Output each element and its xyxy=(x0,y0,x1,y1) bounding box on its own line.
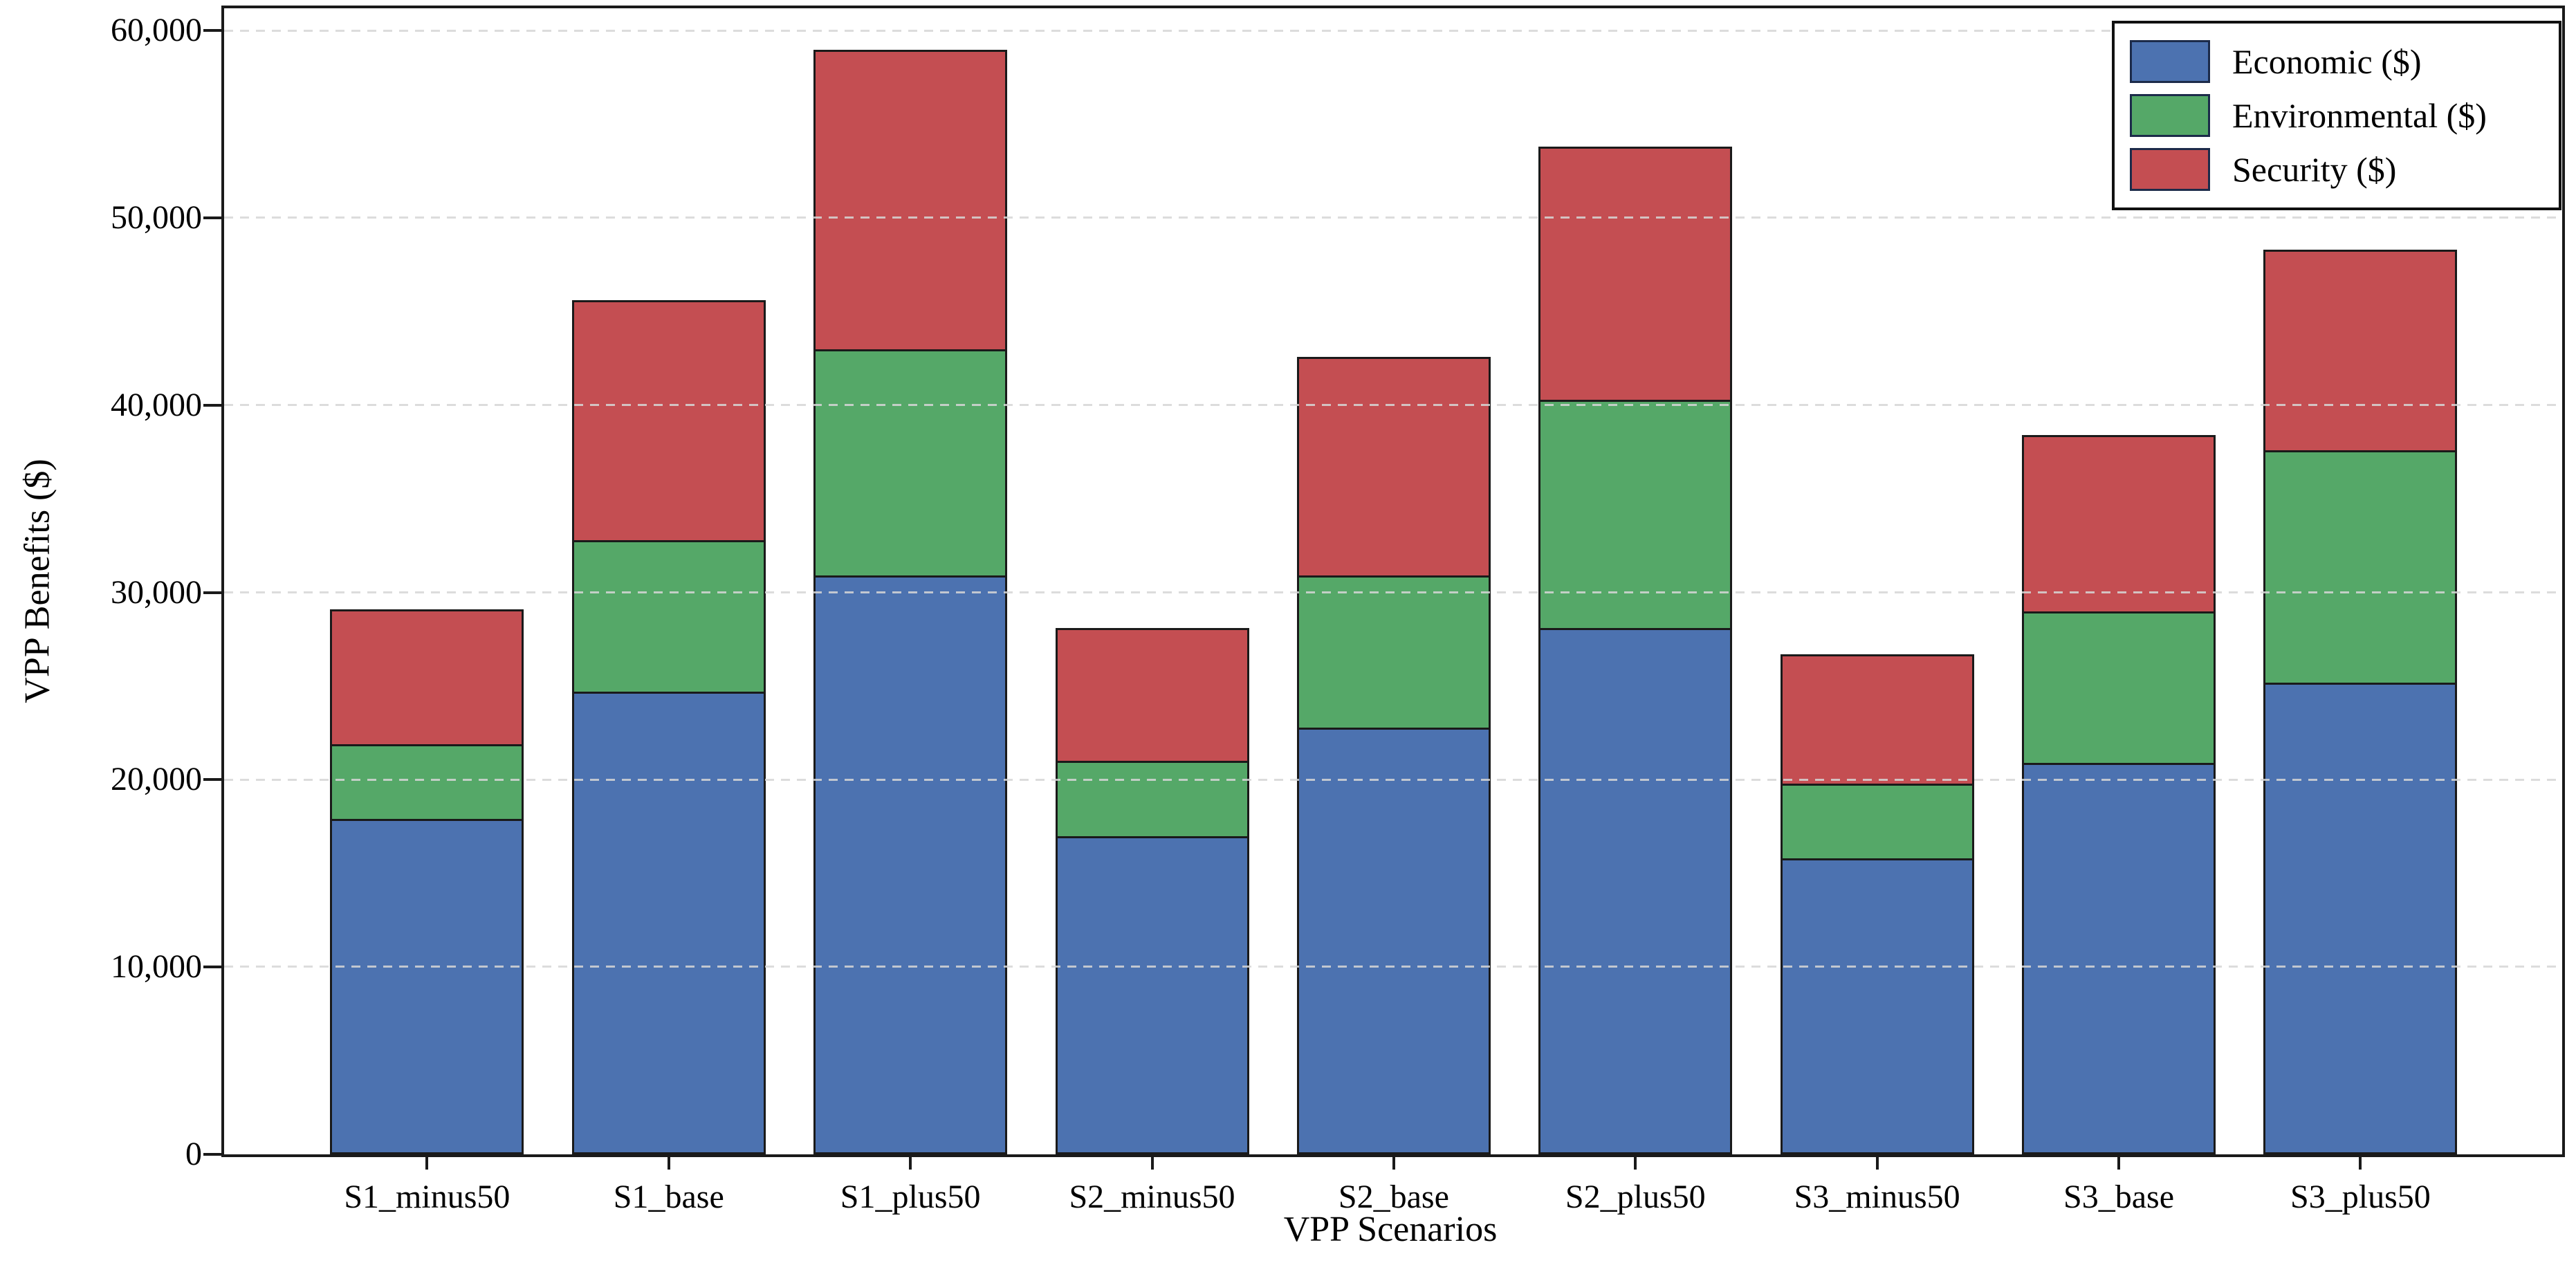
bar-segment-security-S1_plus50 xyxy=(813,49,1008,351)
gridline-50000 xyxy=(224,216,2562,219)
x-tick-mark-S2_plus50 xyxy=(1634,1157,1637,1170)
y-tick-mark-10000 xyxy=(203,966,221,969)
y-tick-label: 20,000 xyxy=(111,761,202,798)
bar-segment-economic-S3_base xyxy=(2022,763,2216,1154)
x-tick-mark-S2_minus50 xyxy=(1150,1157,1154,1170)
x-tick-label-S1_base: S1_base xyxy=(613,1179,724,1215)
x-tick-label-S1_minus50: S1_minus50 xyxy=(344,1179,510,1215)
y-tick-label: 50,000 xyxy=(111,199,202,237)
x-tick-label-S1_plus50: S1_plus50 xyxy=(840,1179,981,1215)
economic-swatch-icon xyxy=(2130,40,2210,83)
x-tick-mark-S3_plus50 xyxy=(2359,1157,2362,1170)
x-tick-label-S3_plus50: S3_plus50 xyxy=(2290,1179,2431,1215)
bar-segment-economic-S1_plus50 xyxy=(813,575,1008,1154)
y-tick-label: 30,000 xyxy=(111,573,202,611)
y-tick-mark-40000 xyxy=(203,403,221,407)
x-tick-mark-S3_minus50 xyxy=(1875,1157,1879,1170)
security-swatch-icon xyxy=(2130,148,2210,191)
y-tick-mark-50000 xyxy=(203,216,221,220)
y-tick-mark-30000 xyxy=(203,591,221,594)
bar-segment-security-S2_plus50 xyxy=(1538,147,1733,402)
bar-segment-security-S3_minus50 xyxy=(1780,654,1974,786)
y-tick-label: 0 xyxy=(185,1136,202,1172)
legend-item-security: Security ($) xyxy=(2130,148,2543,191)
x-tick-label-S2_base: S2_base xyxy=(1338,1179,1449,1215)
bar-segment-economic-S2_base xyxy=(1296,727,1491,1154)
x-axis-title: VPP Scenarios xyxy=(1283,1210,1498,1249)
legend-label: Economic ($) xyxy=(2232,42,2422,81)
y-tick-label: 60,000 xyxy=(111,12,202,49)
bar-segment-environmental-S1_plus50 xyxy=(813,349,1008,578)
x-tick-mark-S3_base xyxy=(2117,1157,2121,1170)
bar-segment-security-S2_base xyxy=(1296,356,1491,578)
x-tick-label-S2_minus50: S2_minus50 xyxy=(1069,1179,1235,1215)
y-tick-mark-60000 xyxy=(203,29,221,33)
x-tick-label-S3_base: S3_base xyxy=(2063,1179,2174,1215)
bar-segment-environmental-S2_base xyxy=(1296,575,1491,730)
legend-label: Environmental ($) xyxy=(2232,96,2487,135)
legend-item-economic: Economic ($) xyxy=(2130,40,2543,83)
bar-segment-environmental-S3_minus50 xyxy=(1780,783,1974,861)
legend: Economic ($) Environmental ($) Security … xyxy=(2112,21,2561,210)
environmental-swatch-icon xyxy=(2130,94,2210,137)
bar-segment-economic-S1_base xyxy=(571,692,766,1154)
bar-segment-security-S2_minus50 xyxy=(1055,628,1249,764)
bar-segment-environmental-S3_plus50 xyxy=(2263,450,2458,685)
y-tick-label: 40,000 xyxy=(111,386,202,423)
bar-segment-economic-S3_minus50 xyxy=(1780,858,1974,1154)
bar-segment-security-S3_base xyxy=(2022,435,2216,613)
bar-segment-security-S3_plus50 xyxy=(2263,250,2458,452)
x-tick-label-S2_plus50: S2_plus50 xyxy=(1565,1179,1706,1215)
bar-segment-economic-S2_minus50 xyxy=(1055,836,1249,1154)
legend-item-environmental: Environmental ($) xyxy=(2130,94,2543,137)
bar-segment-environmental-S1_base xyxy=(571,539,766,694)
x-tick-mark-S1_plus50 xyxy=(909,1157,912,1170)
bar-segment-economic-S3_plus50 xyxy=(2263,682,2458,1154)
bar-segment-environmental-S3_base xyxy=(2022,611,2216,766)
x-tick-mark-S2_base xyxy=(1392,1157,1395,1170)
x-tick-label-S3_minus50: S3_minus50 xyxy=(1794,1179,1960,1215)
bar-segment-economic-S2_plus50 xyxy=(1538,628,1733,1154)
bar-segment-security-S1_base xyxy=(571,300,766,542)
bar-segment-environmental-S2_minus50 xyxy=(1055,761,1249,838)
y-tick-mark-20000 xyxy=(203,778,221,782)
bar-segment-environmental-S2_plus50 xyxy=(1538,399,1733,631)
x-tick-mark-S1_base xyxy=(667,1157,670,1170)
x-tick-mark-S1_minus50 xyxy=(425,1157,429,1170)
y-tick-label: 10,000 xyxy=(111,948,202,986)
bar-segment-economic-S1_minus50 xyxy=(330,819,524,1154)
legend-label: Security ($) xyxy=(2232,150,2397,189)
y-tick-mark-0 xyxy=(203,1153,221,1156)
bar-segment-security-S1_minus50 xyxy=(330,609,524,747)
bar-segment-environmental-S1_minus50 xyxy=(330,744,524,822)
